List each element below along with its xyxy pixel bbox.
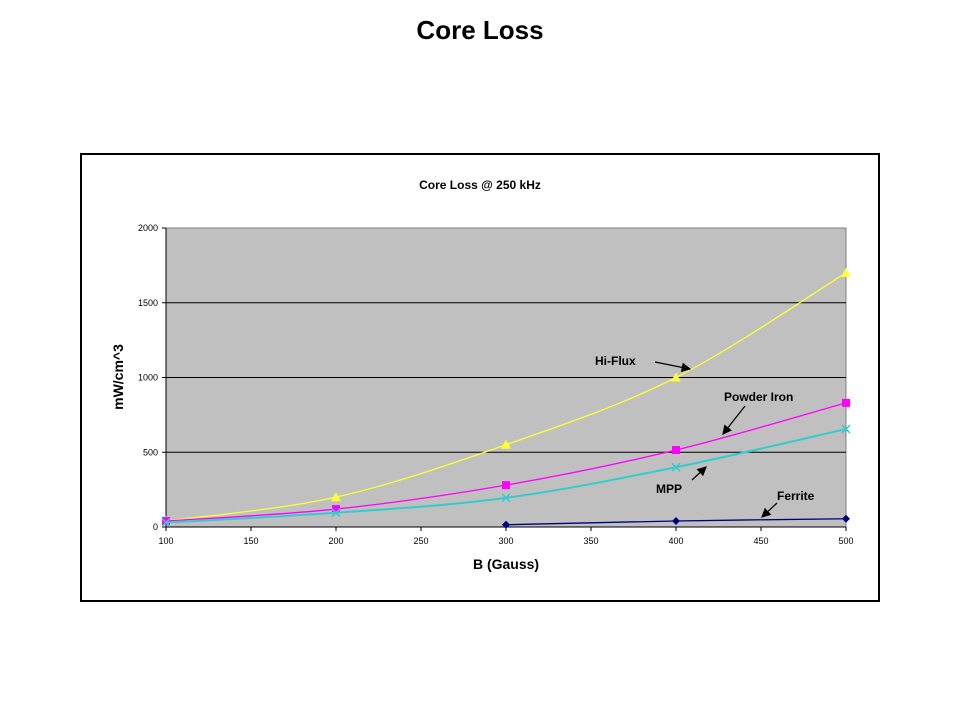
annotation-powder-iron: Powder Iron [724,390,793,404]
x-tick-label: 350 [583,536,598,546]
data-point-ferrite [842,514,850,523]
x-tick-label: 500 [838,536,853,546]
data-point-mpp [331,508,341,518]
annotation-mpp: MPP [656,482,682,496]
data-point-hi-flux [331,492,341,502]
chart-title: Core Loss @ 250 kHz [419,178,541,192]
data-point-ferrite [672,517,680,526]
y-tick-label: 1000 [138,373,158,383]
x-tick-label: 200 [328,536,343,546]
y-tick-label: 0 [153,522,158,532]
annotation-ferrite: Ferrite [777,489,815,503]
data-point-mpp [161,517,171,528]
x-tick-label: 250 [413,536,428,546]
annotation-arrow-mpp [691,466,707,481]
y-tick-label: 1500 [138,298,158,308]
data-point-hi-flux [671,372,681,382]
annotation-arrow-hi-flux [654,361,692,373]
x-tick-label: 100 [158,536,173,546]
data-point-powder-iron [162,517,170,526]
y-tick-label: 2000 [138,223,158,233]
data-point-mpp [501,493,511,503]
data-point-ferrite [502,520,510,529]
x-tick-label: 400 [668,536,683,546]
annotation-arrow-ferrite [761,502,778,518]
data-point-powder-iron [332,505,340,514]
data-point-hi-flux [501,439,511,449]
y-tick-label: 500 [143,447,158,457]
data-point-powder-iron [672,446,680,455]
data-point-powder-iron [842,398,850,407]
x-tick-label: 450 [753,536,768,546]
data-point-mpp [841,424,851,434]
data-point-hi-flux [841,267,851,277]
x-tick-label: 150 [243,536,258,546]
annotation-hi-flux: Hi-Flux [595,354,636,368]
y-axis-label: mW/cm^3 [110,344,126,410]
x-tick-label: 300 [498,536,513,546]
slide-title: Core Loss [416,15,544,45]
data-point-mpp [671,462,681,472]
data-point-powder-iron [502,481,510,490]
annotation-arrow-powder-iron [722,405,746,435]
x-axis-label: B (Gauss) [473,556,539,572]
